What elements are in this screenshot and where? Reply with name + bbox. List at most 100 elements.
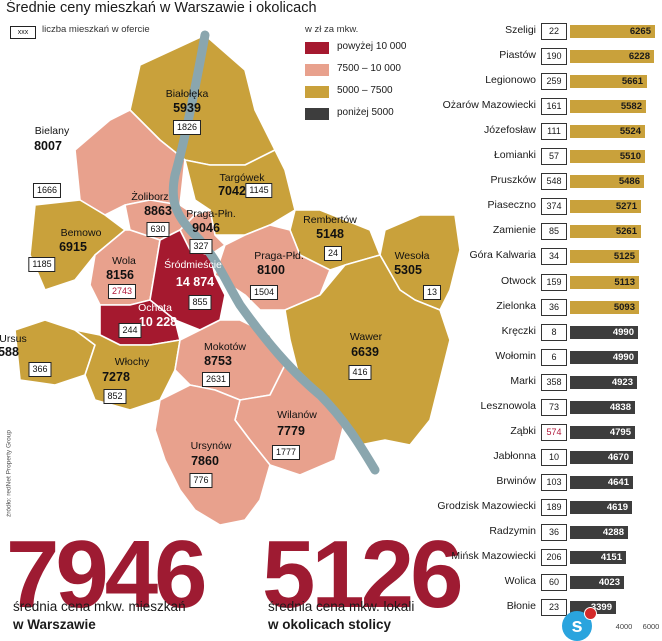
bar-count: 34 (541, 248, 567, 266)
bar-value-label: 5582 (620, 101, 642, 113)
district-count: 852 (103, 389, 127, 404)
bar-category-label: Marki (510, 374, 536, 387)
bar-value-label: 4990 (612, 326, 634, 338)
bar: 4990 (570, 325, 638, 339)
district-count: 2631 (201, 372, 231, 387)
bar: 4619 (570, 500, 632, 514)
bar: 4151 (570, 551, 626, 565)
bar-value-label: 5261 (615, 226, 637, 238)
count-legend-swatch: xxx (10, 26, 36, 39)
bar-row: Wolica 60 4023 (0, 574, 662, 593)
bar-value-label: 4990 (612, 351, 634, 363)
bar-count: 8 (541, 323, 567, 341)
bar-row: Kręczki 8 4990 (0, 323, 662, 343)
bar: 5093 (570, 300, 639, 314)
legend-swatch (305, 42, 329, 54)
district-count: 327 (189, 239, 213, 254)
bar-category-label: Ożarów Mazowiecki (442, 99, 536, 112)
bar-row: Góra Kalwaria 34 5125 (0, 248, 662, 267)
bar-value-label: 3399 (590, 602, 612, 614)
bar-count: 574 (541, 423, 567, 441)
bar: 4023 (570, 576, 624, 590)
bar-value-label: 5125 (613, 251, 635, 263)
district-count: 1145 (245, 183, 273, 198)
district-count: 1666 (32, 183, 62, 198)
warsaw-average-value: 7946 (6, 521, 208, 628)
bar-count: 111 (541, 123, 567, 141)
legend-item: 5000 – 7500 (305, 83, 393, 105)
bar-count: 259 (541, 73, 567, 91)
bar-count: 36 (541, 524, 567, 541)
bar-row: Szeligi 22 6265 (0, 23, 662, 42)
price-legend: w zł za mkw. powyżej 10 000 7500 – 10 000… (305, 24, 407, 127)
district-count: 416 (348, 365, 372, 380)
bar-value-label: 4923 (611, 376, 633, 388)
district-count: 1826 (172, 120, 202, 135)
district-count: 776 (189, 473, 213, 488)
bar-row: Wołomin 6 4990 (0, 348, 662, 368)
bar-value-label: 4670 (607, 451, 629, 463)
region-caption-line2: w okolicach stolicy (268, 617, 392, 632)
bar-category-label: Radzymin (489, 525, 536, 537)
bar-count: 358 (541, 373, 567, 391)
district-count: 13 (422, 285, 442, 300)
bar-category-label: Zielonka (496, 299, 536, 312)
warsaw-caption-line1: średnia cena mkw. mieszkań (13, 599, 186, 614)
bar-row: Marki 358 4923 (0, 373, 662, 393)
bar-value-label: 5113 (614, 276, 635, 288)
bar-category-label: Grodzisk Mazowiecki (437, 499, 536, 512)
bar-row: Ząbki 574 4795 (0, 423, 662, 443)
district-count: 630 (146, 222, 170, 237)
bar-count: 73 (541, 398, 567, 416)
bar-count: 60 (541, 574, 567, 592)
bar-value-label: 6265 (629, 26, 651, 37)
bar-category-label: Góra Kalwaria (469, 249, 536, 262)
bar-value-label: 4023 (598, 577, 620, 589)
bar-count: 548 (541, 173, 567, 191)
bar-row: Grodzisk Mazowiecki 189 4619 (0, 498, 662, 518)
bar-row: Mińsk Mazowiecki 206 4151 (0, 549, 662, 568)
bar: 4641 (570, 475, 633, 489)
bar-category-label: Pruszków (490, 174, 536, 187)
bar-value-label: 4151 (600, 552, 622, 564)
legend-label: 5000 – 7500 (337, 85, 393, 96)
district-count: 855 (188, 295, 212, 310)
bar-value-label: 5271 (615, 201, 637, 213)
bar-row: Piaseczno 374 5271 (0, 198, 662, 217)
bar: 4288 (570, 526, 628, 539)
bar-category-label: Józefosław (484, 124, 536, 137)
district-count: 2743 (107, 284, 137, 299)
legend-label: poniżej 5000 (337, 107, 394, 118)
bar: 5113 (570, 275, 639, 289)
bar-row: Zielonka 36 5093 (0, 298, 662, 318)
legend-swatch (305, 86, 329, 98)
axis-tick-label: 6000 (642, 622, 660, 631)
bar-row: Brwinów 103 4641 (0, 473, 662, 493)
bar: 4670 (570, 450, 633, 464)
bar-row: Lesznowola 73 4838 (0, 398, 662, 418)
bar-row: Błonie 23 3399 (0, 599, 662, 618)
legend-swatch (305, 64, 329, 76)
bar-value-label: 4619 (606, 501, 628, 513)
bar-value-label: 5093 (613, 301, 635, 313)
bar-count: 190 (541, 48, 567, 66)
price-legend-heading: w zł za mkw. (305, 24, 359, 35)
bar-count: 57 (541, 148, 567, 166)
legend-swatch (305, 108, 329, 120)
bar-value-label: 4838 (609, 401, 631, 413)
bar-value-label: 5510 (619, 151, 641, 163)
bar-category-label: Kręczki (501, 324, 536, 337)
bar-category-label: Zamienie (492, 224, 536, 237)
bar: 5582 (570, 100, 646, 114)
bar-row: Legionowo 259 5661 (0, 73, 662, 92)
bar-category-label: Otwock (500, 274, 536, 287)
bar-category-label: Wolica (504, 575, 536, 588)
bar: 4838 (570, 400, 635, 414)
page-title: Średnie ceny mieszkań w Warszawie i okol… (6, 0, 317, 16)
bar-count: 189 (541, 498, 567, 516)
district-włochy (74, 329, 181, 411)
bar-category-label: Szeligi (505, 24, 536, 36)
warsaw-average-caption: średnia cena mkw. mieszkań w Warszawie (13, 598, 186, 634)
bar-row: Otwock 159 5113 (0, 273, 662, 293)
bar-row: Ożarów Mazowiecki 161 5582 (0, 98, 662, 117)
